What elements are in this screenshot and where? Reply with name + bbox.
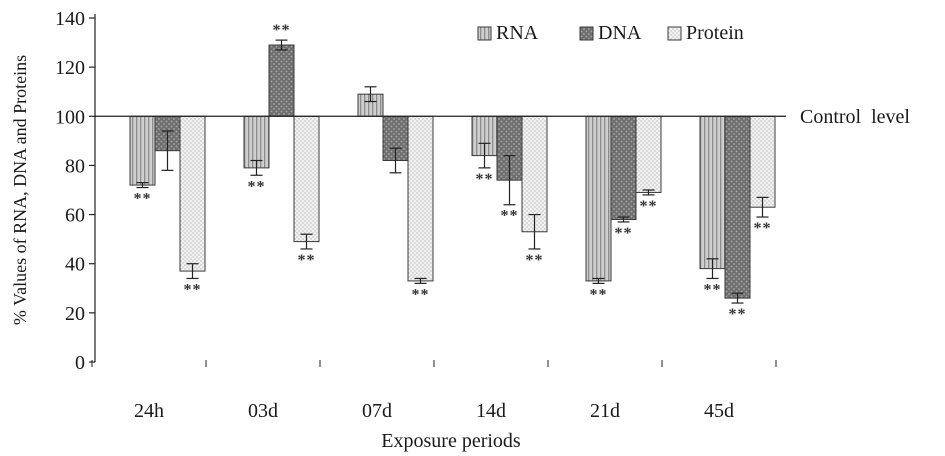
significance-marker: ** [754,220,772,237]
legend-swatch-dna [579,26,594,41]
legend-label-dna: DNA [598,22,642,44]
bars-group: ** ** ** ** ** ** ** ** ** ** ** ** ** ** ** [129,22,776,323]
x-tick-label: 45d [704,400,734,422]
legend-swatch-rna [477,26,492,41]
legend-label-rna: RNA [496,22,539,44]
bar-protein [293,115,320,243]
bar-rna [699,115,726,270]
y-tick-label: 60 [65,205,85,227]
bar-protein [179,115,206,272]
significance-marker: ** [298,252,316,269]
significance-marker: ** [590,286,608,303]
bar-dna [268,44,295,117]
significance-marker: ** [526,252,544,269]
y-tick-label: 80 [65,155,85,177]
y-tick-label: 0 [75,352,85,374]
y-tick-label: 120 [55,57,85,79]
significance-marker: ** [615,225,633,242]
significance-marker: ** [704,281,722,298]
legend-swatch-protein [667,26,682,41]
significance-marker: ** [273,22,291,39]
significance-marker: ** [476,171,494,188]
x-tick-label: 21d [590,400,620,422]
significance-marker: ** [501,208,519,225]
x-tick-label: 07d [362,400,392,422]
x-tick-label: 24h [134,400,164,422]
y-tick-label: 100 [55,106,85,128]
bar-rna [129,115,156,186]
bar-dna [724,115,751,299]
x-axis: 24h 03d 07d 14d 21d 45d [91,360,777,422]
significance-marker: ** [640,198,658,215]
bar-rna [585,115,612,282]
legend: RNA DNA Protein [477,22,744,44]
y-axis: 0 20 40 60 80 100 120 140 [55,8,96,374]
x-tick-label: 14d [476,400,506,422]
significance-marker: ** [134,191,152,208]
y-tick-label: 40 [65,254,85,276]
bar-protein [521,115,548,233]
x-tick-label: 03d [248,400,278,422]
legend-label-protein: Protein [686,22,744,44]
y-tick-label: 20 [65,303,85,325]
significance-marker: ** [184,281,202,298]
y-tick-label: 140 [55,8,85,30]
bar-dna [610,115,637,220]
x-axis-title: Exposure periods [381,430,521,452]
bar-rna [243,115,270,169]
bar-protein [635,115,662,193]
bar-protein [407,115,434,282]
control-level-label: Control level [800,106,910,128]
bar-protein [749,115,776,208]
significance-marker: ** [729,306,747,323]
y-axis-title: % Values of RNA, DNA and Proteins [10,55,30,325]
significance-marker: ** [412,286,430,303]
significance-marker: ** [248,178,266,195]
